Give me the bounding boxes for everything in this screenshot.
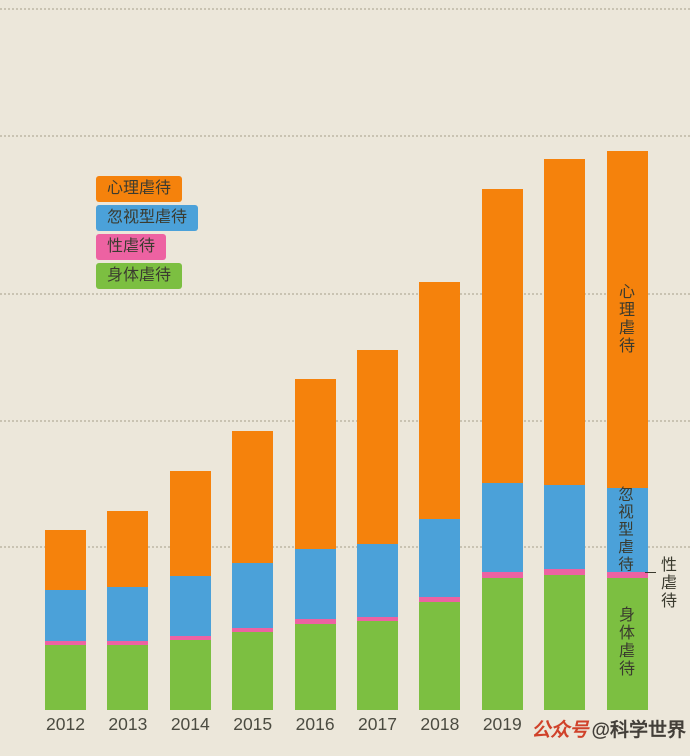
annotation-psychological-abuse: 心理虐待 bbox=[616, 283, 633, 355]
bar-segment-心理虐待 bbox=[544, 158, 586, 486]
bar-segment-心理虐待 bbox=[606, 150, 648, 489]
watermark: 公众号 @科学世界 bbox=[531, 715, 686, 742]
bar-segment-忽视型虐待 bbox=[544, 485, 586, 570]
bar-2017 bbox=[357, 349, 398, 710]
bar-segment-心理虐待 bbox=[357, 349, 398, 544]
bar-segment-性虐待 bbox=[419, 597, 461, 602]
bar-segment-心理虐待 bbox=[45, 530, 86, 590]
dotted-gridline bbox=[0, 546, 690, 548]
dotted-gridline bbox=[0, 293, 690, 295]
bar-segment-心理虐待 bbox=[481, 188, 523, 483]
bar-segment-心理虐待 bbox=[107, 511, 149, 587]
bar-segment-身体虐待 bbox=[606, 577, 648, 710]
bar-segment-性虐待 bbox=[481, 572, 523, 578]
bar-segment-忽视型虐待 bbox=[606, 488, 648, 572]
bar-segment-性虐待 bbox=[357, 616, 398, 621]
x-tick-label: 2018 bbox=[420, 714, 460, 734]
legend-item: 身体虐待 bbox=[96, 263, 183, 289]
bar-segment-身体虐待 bbox=[294, 623, 336, 710]
legend-item: 心理虐待 bbox=[96, 176, 183, 202]
bar-segment-身体虐待 bbox=[357, 620, 398, 710]
x-tick-label: 2016 bbox=[295, 714, 335, 734]
bar-segment-忽视型虐待 bbox=[169, 576, 211, 636]
bar-2019 bbox=[481, 188, 523, 710]
bar-2020 bbox=[544, 158, 586, 710]
bar-segment-忽视型虐待 bbox=[481, 482, 523, 573]
bar-2018 bbox=[419, 281, 461, 710]
x-tick-label: 2019 bbox=[482, 714, 522, 734]
bar-segment-身体虐待 bbox=[107, 645, 149, 710]
bar-segment-心理虐待 bbox=[232, 430, 274, 563]
annotation-physical-abuse: 身体虐待 bbox=[616, 606, 633, 678]
bar-segment-性虐待 bbox=[294, 619, 336, 624]
bar-segment-身体虐待 bbox=[544, 575, 586, 710]
bar-2021 bbox=[606, 150, 648, 710]
annotation-neglect-abuse: 忽视型虐待 bbox=[616, 486, 633, 574]
bar-segment-忽视型虐待 bbox=[357, 543, 398, 617]
bar-segment-忽视型虐待 bbox=[107, 586, 149, 641]
legend-item: 忽视型虐待 bbox=[96, 205, 199, 231]
bar-segment-性虐待 bbox=[45, 641, 86, 646]
bar-segment-性虐待 bbox=[606, 571, 648, 578]
bar-segment-心理虐待 bbox=[169, 471, 211, 577]
bar-segment-身体虐待 bbox=[481, 577, 523, 710]
bar-2015 bbox=[232, 430, 274, 710]
bar-segment-性虐待 bbox=[232, 627, 274, 632]
bar-segment-忽视型虐待 bbox=[419, 519, 461, 598]
dotted-gridline bbox=[0, 135, 690, 137]
bar-2016 bbox=[294, 379, 336, 710]
bar-segment-忽视型虐待 bbox=[45, 589, 86, 642]
x-tick-label: 2017 bbox=[358, 714, 397, 734]
bar-2014 bbox=[169, 471, 211, 710]
legend: 心理虐待忽视型虐待性虐待身体虐待 bbox=[96, 176, 199, 292]
bar-segment-性虐待 bbox=[107, 640, 149, 646]
bar-segment-忽视型虐待 bbox=[294, 549, 336, 620]
x-tick-label: 2014 bbox=[170, 714, 210, 734]
bar-segment-性虐待 bbox=[544, 569, 586, 575]
bar-segment-身体虐待 bbox=[419, 602, 461, 710]
sexual-abuse-leader-line bbox=[645, 572, 656, 573]
bar-segment-身体虐待 bbox=[232, 631, 274, 710]
bar-segment-身体虐待 bbox=[169, 639, 211, 710]
x-tick-label: 2015 bbox=[233, 714, 273, 734]
watermark-account: @科学世界 bbox=[591, 720, 686, 741]
bar-segment-忽视型虐待 bbox=[232, 562, 274, 628]
bar-segment-性虐待 bbox=[169, 635, 211, 640]
bar-2013 bbox=[107, 511, 149, 710]
bar-segment-心理虐待 bbox=[294, 379, 336, 550]
bar-segment-身体虐待 bbox=[45, 645, 86, 710]
dotted-gridline bbox=[0, 420, 690, 422]
watermark-badge: 公众号 bbox=[531, 720, 589, 741]
bar-segment-心理虐待 bbox=[419, 281, 461, 520]
annotation-sexual-abuse: 性虐待 bbox=[658, 556, 675, 610]
bar-2012 bbox=[45, 530, 86, 710]
x-tick-label: 2012 bbox=[46, 714, 85, 734]
dotted-gridline bbox=[0, 8, 690, 10]
legend-item: 性虐待 bbox=[96, 234, 167, 260]
x-tick-label: 2013 bbox=[108, 714, 148, 734]
